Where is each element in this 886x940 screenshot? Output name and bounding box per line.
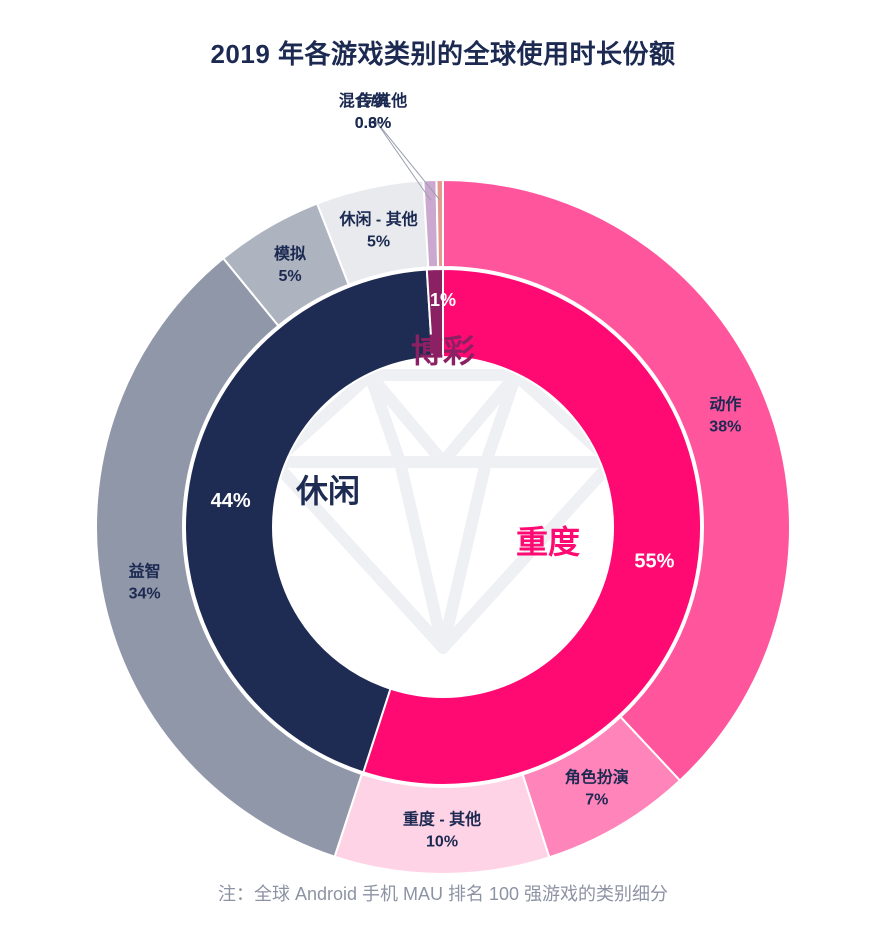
outer-label-6: 传统 0.6%	[355, 91, 391, 132]
inner-percent-label-0: 55%	[634, 550, 674, 572]
outer-label-7: 混合/其他 0.3%	[339, 91, 407, 132]
chart-title: 2019 年各游戏类别的全球使用时长份额	[210, 39, 676, 69]
leader-line-6	[374, 119, 432, 201]
outer-label-2: 重度 - 其他 10%	[403, 809, 481, 850]
outer-slice-0	[442, 178, 791, 782]
center-category-label-0: 博彩	[411, 333, 475, 369]
center-category-label-1: 休闲	[295, 473, 360, 509]
outer-label-0: 动作 38%	[709, 395, 741, 436]
inner-percent-label-1: 44%	[211, 490, 251, 512]
outer-label-1: 角色扮演 7%	[565, 768, 629, 809]
outer-label-5: 休闲 - 其他 5%	[338, 209, 417, 250]
diamond-watermark-icon	[268, 369, 618, 654]
inner-slice-2	[425, 267, 444, 359]
inner-slice-1	[184, 268, 434, 774]
outer-label-3: 益智 34%	[129, 562, 161, 603]
footnote: 注：全球 Android 手机 MAU 排名 100 强游戏的类别细分	[217, 884, 669, 904]
inner-slice-0	[362, 267, 702, 786]
outer-slice-3	[95, 256, 364, 858]
center-category-label-2: 重度	[516, 524, 580, 560]
outer-slice-7	[435, 178, 444, 269]
inner-percent-label-2: 1%	[430, 290, 456, 310]
leader-line-7	[374, 119, 441, 201]
outer-label-4: 模拟 5%	[274, 244, 306, 285]
